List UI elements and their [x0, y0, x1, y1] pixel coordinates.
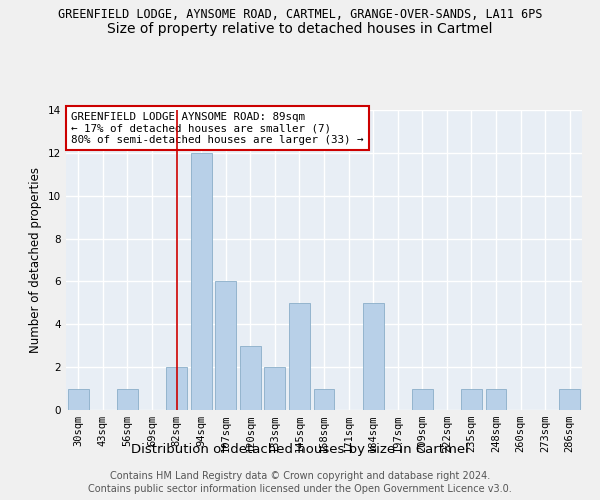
Y-axis label: Number of detached properties: Number of detached properties — [29, 167, 43, 353]
Bar — [117, 388, 138, 410]
Text: GREENFIELD LODGE AYNSOME ROAD: 89sqm
← 17% of detached houses are smaller (7)
80: GREENFIELD LODGE AYNSOME ROAD: 89sqm ← 1… — [71, 112, 364, 144]
Bar — [485, 388, 506, 410]
Text: Contains HM Land Registry data © Crown copyright and database right 2024.: Contains HM Land Registry data © Crown c… — [110, 471, 490, 481]
Text: Contains public sector information licensed under the Open Government Licence v3: Contains public sector information licen… — [88, 484, 512, 494]
Bar — [314, 388, 334, 410]
Bar — [166, 367, 187, 410]
Bar — [215, 282, 236, 410]
Bar — [412, 388, 433, 410]
Text: Distribution of detached houses by size in Cartmel: Distribution of detached houses by size … — [131, 442, 469, 456]
Bar — [289, 303, 310, 410]
Text: GREENFIELD LODGE, AYNSOME ROAD, CARTMEL, GRANGE-OVER-SANDS, LA11 6PS: GREENFIELD LODGE, AYNSOME ROAD, CARTMEL,… — [58, 8, 542, 20]
Bar — [461, 388, 482, 410]
Bar — [68, 388, 89, 410]
Bar — [265, 367, 286, 410]
Text: Size of property relative to detached houses in Cartmel: Size of property relative to detached ho… — [107, 22, 493, 36]
Bar — [240, 346, 261, 410]
Bar — [559, 388, 580, 410]
Bar — [191, 153, 212, 410]
Bar — [362, 303, 383, 410]
